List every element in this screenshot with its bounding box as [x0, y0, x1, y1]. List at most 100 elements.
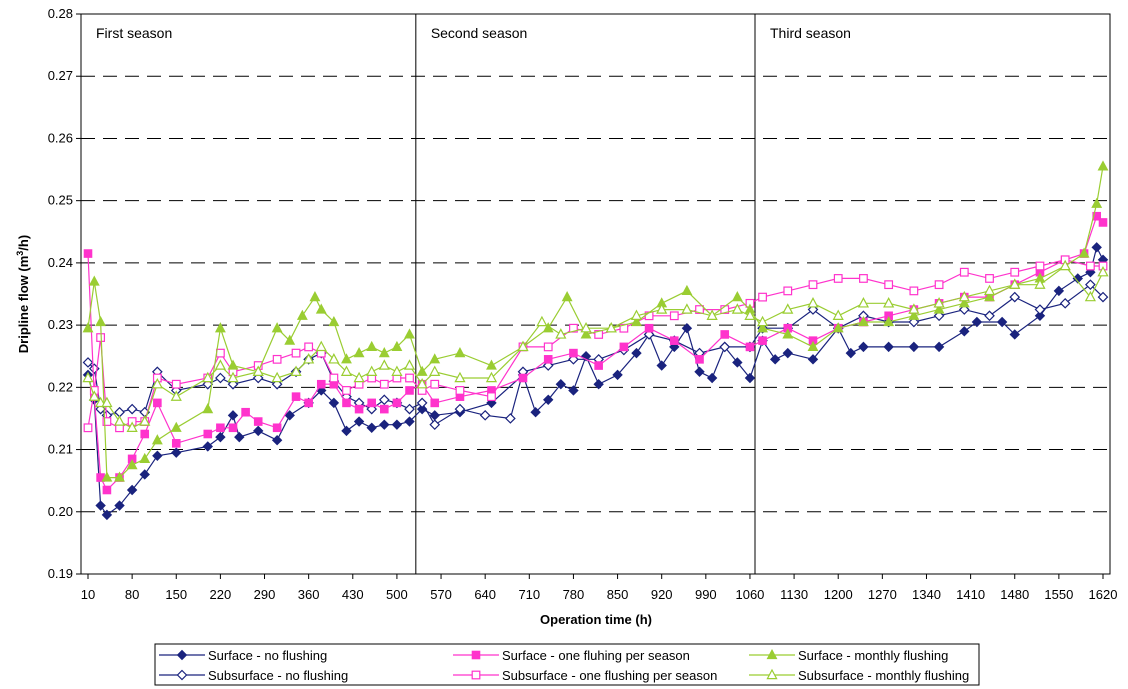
- y-tick-label: 0.22: [48, 379, 73, 394]
- x-tick-label: 1550: [1044, 587, 1073, 602]
- data-point: [83, 423, 93, 433]
- data-point: [366, 365, 378, 376]
- legend-label: Subsurface - monthly flushing: [798, 668, 969, 683]
- data-point: [170, 390, 182, 401]
- data-point: [983, 284, 996, 296]
- data-point: [454, 347, 466, 358]
- data-point: [272, 354, 282, 364]
- legend-label: Subsurface - one flushing per season: [502, 668, 717, 683]
- x-tick-label: 80: [125, 587, 139, 602]
- y-axis-title: Dripline flow (m3/h): [15, 235, 31, 353]
- data-point: [884, 280, 894, 290]
- data-point: [416, 397, 428, 409]
- data-point: [681, 323, 693, 334]
- data-point: [378, 394, 390, 406]
- data-point: [454, 371, 466, 383]
- data-point: [82, 322, 94, 333]
- data-point: [758, 336, 767, 345]
- data-point: [171, 447, 182, 458]
- y-axis-title-main: Dripline flow (m: [16, 256, 31, 354]
- data-point: [315, 303, 327, 314]
- x-tick-label: 150: [165, 587, 187, 602]
- x-tick-label: 10: [81, 587, 95, 602]
- data-point: [95, 500, 106, 511]
- data-point: [202, 403, 214, 414]
- data-point: [214, 359, 226, 370]
- data-point: [416, 377, 428, 389]
- data-point: [271, 435, 283, 446]
- data-point: [1091, 197, 1103, 208]
- data-point: [215, 431, 226, 443]
- data-point: [766, 668, 778, 680]
- data-point: [555, 328, 567, 339]
- data-point: [631, 315, 642, 327]
- data-point: [340, 365, 353, 376]
- data-point: [694, 366, 705, 377]
- data-point: [756, 315, 769, 327]
- data-point: [908, 303, 920, 314]
- data-point: [933, 297, 945, 308]
- data-point: [328, 397, 340, 409]
- data-point: [958, 290, 970, 302]
- data-point: [404, 403, 415, 415]
- data-point: [152, 450, 163, 461]
- data-point: [95, 315, 107, 327]
- data-point: [404, 328, 415, 339]
- data-point: [404, 416, 415, 427]
- x-tick-label: 710: [518, 587, 540, 602]
- data-point: [681, 303, 693, 314]
- data-point: [391, 340, 403, 351]
- x-tick-label: 920: [651, 587, 673, 602]
- x-tick-label: 1620: [1089, 587, 1118, 602]
- data-point: [328, 353, 340, 364]
- data-point: [342, 386, 351, 395]
- data-point: [833, 274, 843, 283]
- x-tick-label: 1480: [1000, 587, 1029, 602]
- y-tick-label: 0.20: [48, 504, 73, 519]
- data-point: [1053, 285, 1065, 297]
- data-point: [114, 471, 125, 482]
- x-tick-label: 430: [342, 587, 364, 602]
- data-point: [151, 434, 163, 445]
- data-point: [366, 340, 378, 351]
- data-point: [766, 648, 778, 660]
- data-point: [971, 316, 983, 328]
- data-point: [353, 371, 365, 383]
- data-point: [170, 421, 182, 432]
- data-point: [391, 365, 403, 376]
- legend-entry: Subsurface - monthly flushing: [749, 668, 969, 683]
- data-point: [656, 303, 668, 314]
- data-point: [530, 407, 541, 418]
- data-point: [139, 415, 151, 426]
- data-point: [430, 398, 440, 408]
- data-point: [695, 305, 704, 314]
- data-point: [958, 297, 970, 308]
- data-point: [454, 403, 466, 415]
- data-point: [284, 334, 296, 345]
- data-point: [202, 441, 213, 452]
- data-point: [391, 419, 403, 430]
- data-point: [883, 315, 895, 327]
- legend-entry: Surface - no flushing: [159, 648, 327, 663]
- y-tick-label: 0.21: [48, 442, 73, 457]
- data-point: [126, 484, 138, 496]
- x-tick-label: 290: [254, 587, 276, 602]
- x-tick-label: 220: [210, 587, 232, 602]
- data-point: [430, 379, 440, 389]
- data-point: [102, 417, 112, 426]
- data-point: [176, 669, 188, 681]
- data-point: [543, 394, 554, 405]
- data-point: [669, 311, 679, 321]
- y-tick-label: 0.25: [48, 193, 73, 208]
- data-point: [126, 403, 138, 415]
- series-6: [82, 259, 1109, 432]
- data-point: [291, 348, 301, 358]
- season-label: First season: [96, 25, 172, 41]
- data-point: [883, 341, 894, 353]
- data-point: [429, 419, 441, 431]
- data-point: [543, 355, 553, 364]
- data-point: [102, 485, 112, 495]
- data-point: [113, 415, 126, 426]
- data-point: [342, 398, 351, 408]
- data-point: [272, 423, 282, 433]
